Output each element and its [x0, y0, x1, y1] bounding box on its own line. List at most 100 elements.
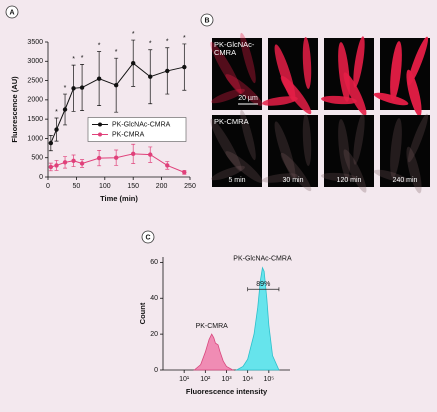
cell	[211, 88, 245, 104]
cell	[262, 96, 298, 106]
cell	[343, 149, 367, 193]
data-point	[62, 160, 68, 165]
data-point	[71, 86, 76, 91]
cell	[302, 37, 312, 89]
x-tick-label: 250	[184, 183, 196, 190]
legend-box	[87, 117, 187, 142]
cell	[274, 121, 296, 179]
significance-mark: *	[64, 85, 67, 92]
scale-bar-label: 20 µm	[238, 95, 258, 102]
cell	[280, 75, 312, 115]
data-point	[96, 155, 102, 161]
data-point	[48, 140, 54, 146]
cell	[240, 32, 256, 84]
panel-label: B	[204, 17, 209, 24]
micrograph	[268, 115, 318, 187]
data-point	[71, 158, 76, 163]
cell	[302, 114, 312, 166]
y-axis-title: Fluorescence (AU)	[10, 76, 19, 143]
x-tick-label: 10⁵	[263, 376, 274, 383]
data-point	[165, 68, 170, 74]
cell	[210, 118, 242, 172]
y-tick-label: 1000	[27, 135, 43, 142]
x-tick-label: 10⁴	[242, 376, 253, 383]
data-point	[148, 74, 153, 79]
data-point	[148, 152, 153, 157]
cell	[407, 36, 429, 86]
data-point	[96, 76, 102, 81]
data-point	[79, 85, 85, 90]
y-tick-label: 500	[31, 155, 43, 162]
x-tick-label: 10¹	[179, 376, 190, 383]
cell	[225, 74, 263, 106]
x-tick-label: 50	[73, 183, 81, 190]
micrograph	[212, 38, 262, 110]
x-tick-label: 10³	[221, 376, 232, 383]
data-point	[165, 163, 170, 168]
y-tick-label: 20	[150, 331, 158, 338]
series-label: PK-GlcNAc-CMRA	[233, 256, 292, 263]
y-tick-label: 2500	[27, 77, 43, 84]
row-label: PK-CMRA	[214, 117, 249, 126]
y-tick-label: 40	[150, 295, 158, 302]
significance-mark: *	[115, 49, 118, 56]
x-tick-label: 150	[127, 183, 139, 190]
significance-mark: *	[81, 55, 84, 62]
data-point	[113, 155, 119, 160]
cell	[321, 95, 357, 105]
time-label: 30 min	[282, 177, 303, 184]
cell	[373, 169, 409, 183]
cell	[407, 113, 429, 163]
histogram-area	[193, 333, 235, 371]
legend-label: PK-GlcNAc-CMRA	[112, 121, 171, 128]
cell	[321, 172, 357, 182]
x-axis-title: Fluorescence intensity	[186, 387, 268, 396]
data-point	[182, 64, 187, 70]
y-tick-label: 0	[39, 174, 43, 181]
cell	[240, 109, 256, 161]
cell	[353, 113, 365, 165]
cell	[262, 173, 298, 183]
time-label: 240 min	[393, 177, 418, 184]
data-point	[62, 107, 68, 112]
data-point	[182, 170, 187, 175]
x-axis-title: Time (min)	[100, 194, 138, 203]
x-tick-label: 200	[156, 183, 168, 190]
time-label: 120 min	[337, 177, 362, 184]
y-tick-label: 1500	[27, 116, 43, 123]
significance-mark: *	[132, 31, 135, 38]
significance-mark: *	[166, 39, 169, 46]
data-point	[79, 161, 85, 166]
legend-marker	[98, 132, 102, 137]
cell	[210, 41, 242, 95]
cell	[406, 69, 422, 117]
histogram-area	[235, 266, 280, 371]
y-axis-title: Count	[138, 302, 147, 324]
cell	[390, 118, 402, 178]
data-point	[131, 151, 136, 157]
x-tick-label: 0	[46, 183, 50, 190]
panel-label-circle	[5, 5, 19, 19]
significance-mark: *	[55, 109, 58, 116]
micrograph	[380, 115, 430, 187]
data-point	[54, 163, 59, 168]
time-label: 5 min	[228, 177, 245, 184]
panel-label: C	[145, 234, 150, 241]
cell	[343, 72, 367, 116]
gate-label: 89%	[256, 281, 270, 288]
gate	[247, 287, 280, 292]
significance-mark: *	[149, 41, 152, 48]
panel-label-circle	[200, 13, 214, 27]
cell	[211, 165, 245, 181]
panel-label-circle	[141, 230, 155, 244]
data-point	[113, 83, 119, 88]
cell	[373, 92, 409, 106]
x-tick-label: 10²	[200, 376, 211, 383]
significance-mark: *	[183, 35, 186, 42]
cell	[390, 41, 402, 101]
cell	[338, 119, 350, 179]
micrograph	[324, 115, 374, 187]
cell	[406, 146, 422, 194]
data-point	[131, 61, 136, 66]
